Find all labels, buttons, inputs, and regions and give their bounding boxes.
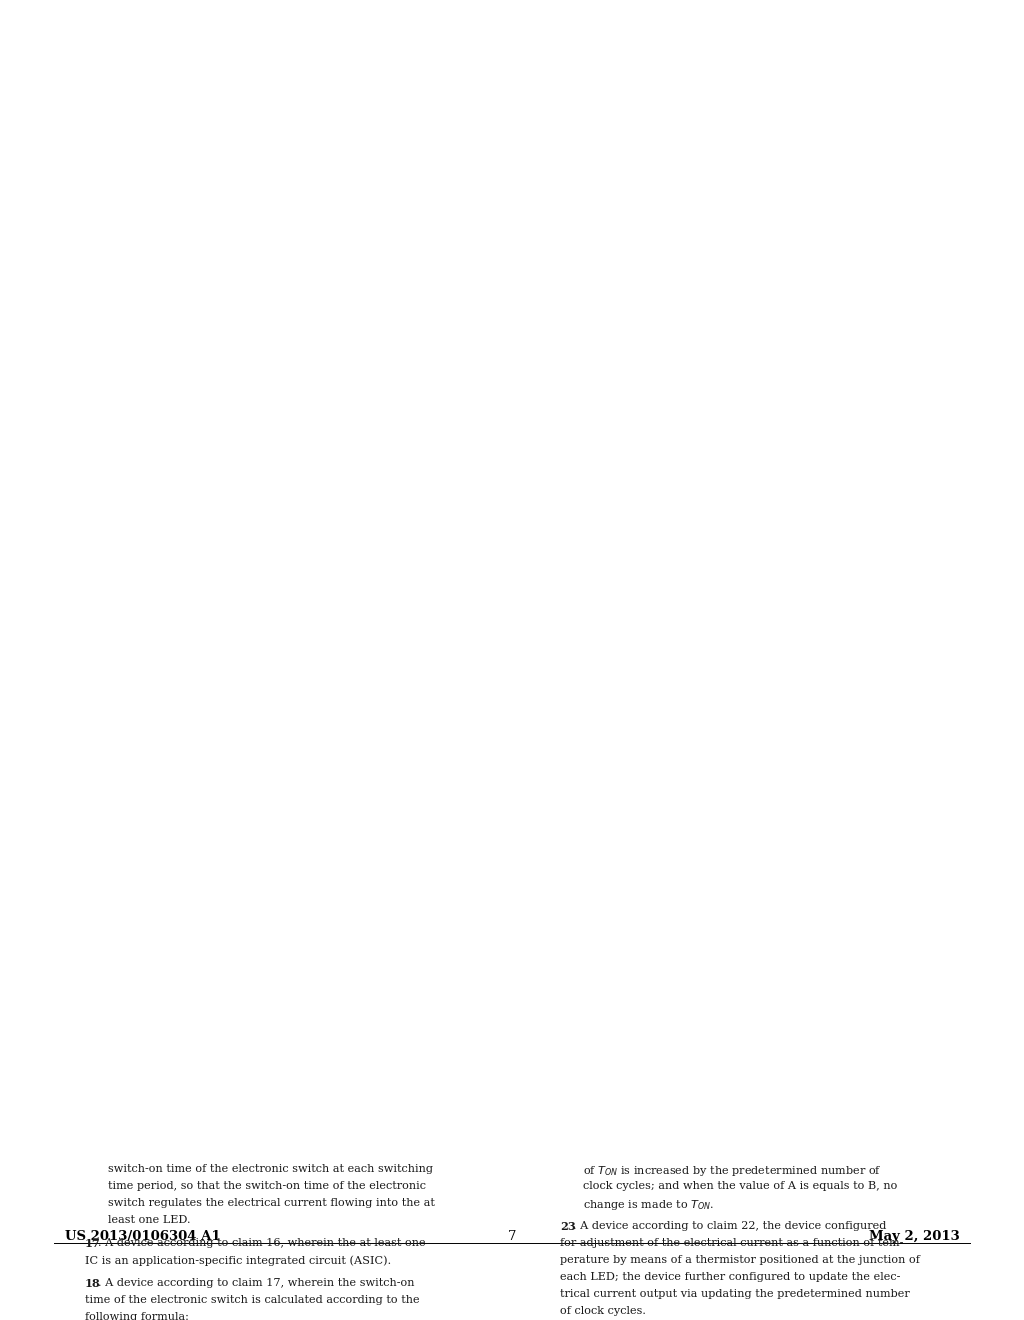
Text: May 2, 2013: May 2, 2013 xyxy=(868,1230,959,1243)
Text: least one LED.: least one LED. xyxy=(108,1216,190,1225)
Text: time of the electronic switch is calculated according to the: time of the electronic switch is calcula… xyxy=(85,1295,420,1305)
Text: 17: 17 xyxy=(85,1238,100,1249)
Text: for adjustment of the electrical current as a function of tem-: for adjustment of the electrical current… xyxy=(560,1238,903,1247)
Text: perature by means of a thermistor positioned at the junction of: perature by means of a thermistor positi… xyxy=(560,1255,920,1265)
Text: . A device according to claim 16, wherein the at least one: . A device according to claim 16, wherei… xyxy=(98,1238,425,1247)
Text: clock cycles; and when the value of A is equals to B, no: clock cycles; and when the value of A is… xyxy=(583,1181,897,1191)
Text: change is made to $T_{ON}$.: change is made to $T_{ON}$. xyxy=(583,1199,714,1212)
Text: . A device according to claim 22, the device configured: . A device according to claim 22, the de… xyxy=(573,1221,887,1232)
Text: switch regulates the electrical current flowing into the at: switch regulates the electrical current … xyxy=(108,1199,434,1208)
Text: US 2013/0106304 A1: US 2013/0106304 A1 xyxy=(65,1230,220,1243)
Text: 23: 23 xyxy=(560,1221,575,1232)
Text: of $T_{ON}$ is increased by the predetermined number of: of $T_{ON}$ is increased by the predeter… xyxy=(583,1164,882,1179)
Text: switch-on time of the electronic switch at each switching: switch-on time of the electronic switch … xyxy=(108,1164,432,1175)
Text: following formula:: following formula: xyxy=(85,1312,188,1320)
Text: IC is an application-specific integrated circuit (ASIC).: IC is an application-specific integrated… xyxy=(85,1255,391,1266)
Text: each LED; the device further configured to update the elec-: each LED; the device further configured … xyxy=(560,1272,900,1282)
Text: 18: 18 xyxy=(85,1278,100,1288)
Text: of clock cycles.: of clock cycles. xyxy=(560,1305,646,1316)
Text: time period, so that the switch-on time of the electronic: time period, so that the switch-on time … xyxy=(108,1181,426,1191)
Text: . A device according to claim 17, wherein the switch-on: . A device according to claim 17, wherei… xyxy=(98,1278,415,1288)
Text: trical current output via updating the predetermined number: trical current output via updating the p… xyxy=(560,1288,910,1299)
Text: 7: 7 xyxy=(508,1230,516,1243)
